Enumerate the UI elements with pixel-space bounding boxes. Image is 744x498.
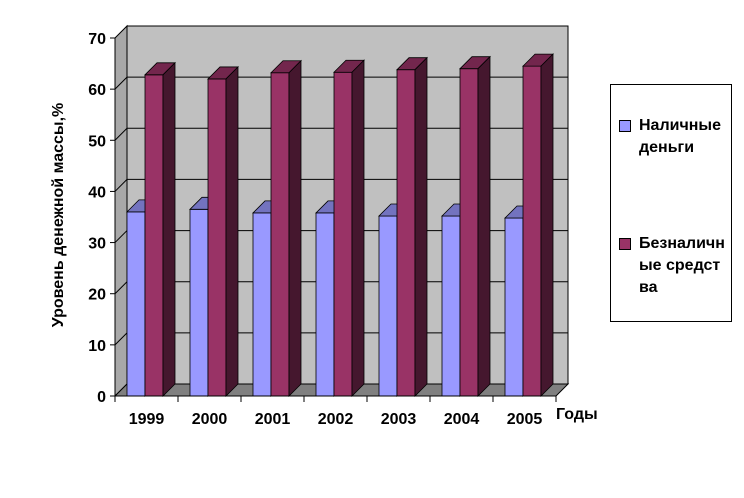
bar-front bbox=[316, 213, 334, 396]
bar-front bbox=[127, 212, 145, 396]
y-tick-label: 20 bbox=[88, 287, 106, 304]
x-axis-title: Годы bbox=[556, 406, 598, 423]
bar-front bbox=[190, 209, 208, 396]
legend-swatch-noncash bbox=[619, 238, 631, 250]
bar-front bbox=[271, 73, 289, 396]
bar-side bbox=[163, 63, 175, 396]
bar-front bbox=[505, 218, 523, 396]
y-tick-label: 0 bbox=[97, 389, 106, 406]
bar-front bbox=[145, 75, 163, 396]
bar-side bbox=[415, 58, 427, 396]
legend-label-cash: Наличные деньги bbox=[639, 115, 729, 159]
x-tick-label: 2003 bbox=[381, 411, 417, 428]
x-tick-label: 2000 bbox=[192, 411, 228, 428]
bar bbox=[271, 61, 301, 396]
bar bbox=[334, 60, 364, 396]
bar-side bbox=[478, 57, 490, 396]
x-tick-label: 1999 bbox=[129, 411, 165, 428]
bar bbox=[145, 63, 175, 396]
x-tick-label: 2001 bbox=[255, 411, 291, 428]
bar-side bbox=[226, 67, 238, 396]
legend-item-noncash: Безналичные средства bbox=[619, 233, 729, 299]
bar-front bbox=[253, 213, 271, 396]
y-tick-label: 50 bbox=[88, 133, 106, 150]
bar-front bbox=[334, 72, 352, 396]
y-tick-label: 30 bbox=[88, 236, 106, 253]
legend: Наличные деньги Безналичные средства bbox=[610, 84, 732, 322]
bar-front bbox=[397, 70, 415, 396]
bar-side bbox=[289, 61, 301, 396]
bar-front bbox=[460, 69, 478, 396]
legend-label-noncash: Безналичные средства bbox=[639, 233, 729, 299]
legend-swatch-cash bbox=[619, 120, 631, 132]
x-tick-label: 2004 bbox=[444, 411, 480, 428]
bar-front bbox=[523, 66, 541, 396]
y-tick-label: 10 bbox=[88, 338, 106, 355]
legend-item-cash: Наличные деньги bbox=[619, 115, 729, 159]
bar-front bbox=[379, 216, 397, 396]
y-tick-label: 60 bbox=[88, 82, 106, 99]
y-tick-labels: 0 10 20 30 40 50 60 70 bbox=[88, 31, 106, 406]
x-tick-label: 2005 bbox=[507, 411, 543, 428]
bar bbox=[460, 57, 490, 396]
bar-front bbox=[208, 79, 226, 396]
bar bbox=[208, 67, 238, 396]
x-tick-labels: 1999 2000 2001 2002 2003 2004 2005 bbox=[129, 411, 543, 428]
bar-front bbox=[442, 216, 460, 396]
y-tick-label: 40 bbox=[88, 184, 106, 201]
bar bbox=[523, 54, 553, 396]
side-wall bbox=[115, 26, 127, 396]
bar-side bbox=[541, 54, 553, 396]
bar bbox=[397, 58, 427, 396]
bar-side bbox=[352, 60, 364, 396]
y-axis-title: Уровень денежной массы,% bbox=[50, 103, 67, 327]
x-tick-label: 2002 bbox=[318, 411, 354, 428]
y-tick-label: 70 bbox=[88, 31, 106, 48]
